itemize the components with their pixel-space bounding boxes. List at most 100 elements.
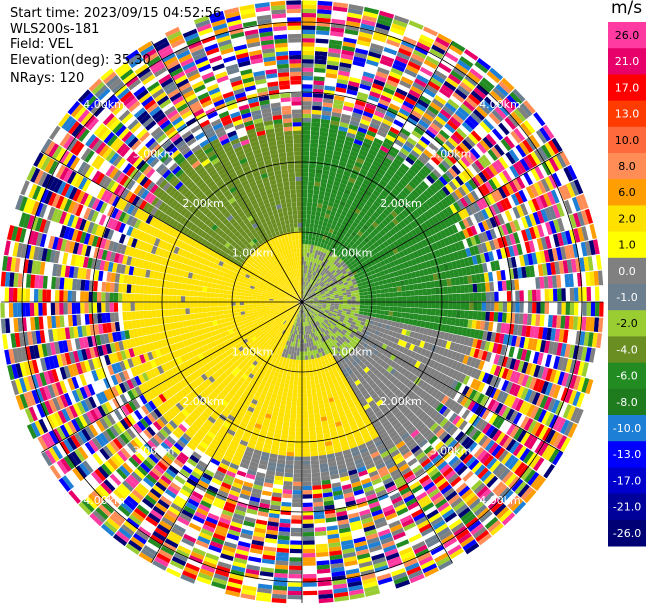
radar-gate bbox=[344, 284, 350, 288]
radar-gate bbox=[525, 186, 535, 199]
radar-gate bbox=[292, 498, 302, 503]
radar-gate bbox=[337, 270, 343, 276]
radar-gate bbox=[435, 165, 445, 176]
radar-gate bbox=[340, 285, 346, 290]
radar-gate bbox=[312, 101, 323, 107]
radar-gate bbox=[343, 304, 348, 307]
radar-gate bbox=[493, 312, 499, 322]
radar-gate bbox=[523, 156, 534, 170]
radar-gate bbox=[307, 293, 311, 297]
radar-gate bbox=[388, 287, 394, 293]
radar-gate bbox=[497, 281, 503, 291]
radar-gate bbox=[537, 180, 547, 194]
radar-gate bbox=[329, 197, 336, 203]
radar-gate bbox=[305, 282, 308, 287]
radar-gate bbox=[585, 225, 593, 240]
radar-gate bbox=[333, 279, 338, 284]
radar-gate bbox=[376, 305, 381, 310]
radar-gate bbox=[485, 133, 497, 146]
radar-gate bbox=[395, 264, 402, 271]
radar-gate bbox=[307, 197, 313, 203]
radar-gate bbox=[381, 175, 390, 184]
radar-gate bbox=[316, 207, 322, 213]
radar-gate bbox=[391, 316, 397, 322]
radar-gate bbox=[322, 267, 327, 272]
radar-gate bbox=[370, 244, 376, 251]
radar-gate bbox=[297, 393, 302, 398]
radar-gate bbox=[393, 297, 398, 302]
radar-gate bbox=[305, 299, 310, 302]
radar-gate bbox=[310, 134, 319, 140]
radar-gate bbox=[306, 389, 312, 394]
radar-gate bbox=[501, 184, 511, 197]
radar-gate bbox=[357, 282, 363, 287]
radar-gate bbox=[287, 595, 302, 600]
radar-gate bbox=[360, 217, 368, 224]
radar-gate bbox=[288, 582, 302, 587]
radar-gate bbox=[310, 257, 314, 263]
radar-gate bbox=[469, 214, 478, 225]
radar-gate bbox=[329, 293, 335, 296]
radar-gate bbox=[306, 252, 310, 257]
radar-gate bbox=[328, 171, 337, 177]
radar-gate bbox=[315, 263, 319, 269]
radar-gate bbox=[445, 183, 454, 194]
radar-gate bbox=[302, 422, 309, 428]
radar-gate bbox=[351, 187, 359, 194]
radar-gate bbox=[311, 291, 315, 295]
radar-gate bbox=[293, 351, 297, 356]
radar-gate bbox=[394, 91, 406, 101]
radar-gate bbox=[312, 266, 316, 272]
radar-gate bbox=[385, 110, 397, 119]
radar-gate bbox=[422, 288, 428, 296]
radar-gate bbox=[378, 149, 388, 157]
radar-gate bbox=[310, 380, 315, 385]
radar-gate bbox=[360, 278, 366, 283]
radar-gate bbox=[563, 166, 574, 182]
radar-gate bbox=[289, 418, 296, 423]
radar-gate bbox=[335, 285, 341, 289]
radar-gate bbox=[289, 548, 302, 554]
radar-gate bbox=[320, 282, 325, 287]
radar-gate bbox=[331, 285, 336, 289]
radar-gate bbox=[420, 136, 431, 146]
radar-gate bbox=[489, 90, 503, 103]
radar-gate bbox=[325, 77, 337, 83]
radar-gate bbox=[520, 203, 529, 216]
radar-gate bbox=[275, 560, 289, 566]
radar-gate bbox=[294, 460, 302, 466]
radar-gate bbox=[361, 164, 370, 172]
radar-gate bbox=[313, 297, 318, 300]
radar-gate bbox=[371, 83, 384, 91]
radar-gate bbox=[351, 64, 364, 72]
radar-gate bbox=[322, 243, 328, 249]
radar-gate bbox=[363, 291, 369, 296]
radar-gate bbox=[411, 258, 417, 266]
radar-gate bbox=[361, 261, 367, 267]
radar-gate bbox=[333, 290, 338, 294]
radar-gate bbox=[508, 149, 520, 163]
radar-gate bbox=[302, 96, 312, 102]
radar-gate bbox=[358, 211, 366, 218]
radar-gate bbox=[303, 561, 316, 566]
radar-gate bbox=[482, 136, 494, 149]
radar-gate bbox=[516, 204, 525, 218]
radar-gate bbox=[539, 127, 551, 142]
radar-gate bbox=[327, 56, 340, 62]
radar-gate bbox=[418, 295, 424, 302]
radar-gate bbox=[378, 266, 384, 272]
radar-gate bbox=[387, 267, 394, 274]
radar-gate bbox=[455, 310, 461, 318]
radar-gate bbox=[311, 240, 315, 246]
radar-gate bbox=[423, 26, 438, 37]
radar-gate bbox=[319, 216, 325, 222]
radar-gate bbox=[461, 170, 471, 181]
radar-gate bbox=[475, 105, 488, 118]
radar-gate bbox=[349, 150, 359, 158]
radar-gate bbox=[501, 77, 515, 91]
radar-gate bbox=[321, 225, 327, 231]
radar-gate bbox=[483, 252, 491, 263]
radar-gate bbox=[316, 17, 331, 23]
radar-gate bbox=[395, 154, 405, 163]
radar-gate bbox=[370, 237, 377, 244]
